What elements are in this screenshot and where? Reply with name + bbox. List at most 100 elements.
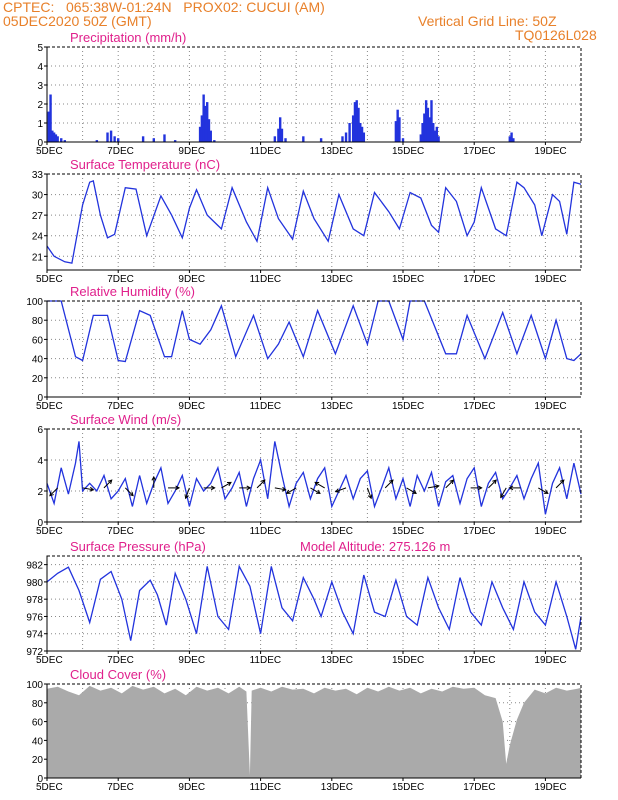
x-tick-label: 5DEC	[36, 655, 63, 666]
plot-frame	[46, 428, 582, 523]
precip-bar	[348, 123, 351, 142]
precip-bar	[273, 136, 277, 142]
chart-title: Surface Wind (m/s)	[70, 412, 181, 427]
x-tick-label: 13DEC	[321, 655, 353, 666]
x-tick-label: 13DEC	[321, 146, 353, 157]
precip-bar	[419, 134, 422, 142]
y-tick-label: 24	[32, 232, 44, 243]
y-tick-label: 2	[37, 100, 43, 111]
x-tick-label: 7DEC	[107, 274, 134, 285]
precip-bar	[280, 128, 284, 142]
x-tick-label: 17DEC	[463, 146, 495, 157]
wind-arrow	[555, 479, 565, 489]
x-tick-label: 11DEC	[250, 274, 282, 285]
precip-bar	[95, 140, 99, 142]
x-tick-label: 15DEC	[392, 146, 424, 157]
y-tick-label: 30	[32, 191, 44, 202]
x-tick-label: 5DEC	[36, 782, 63, 793]
precip-bar	[435, 126, 439, 142]
precip-bar	[319, 138, 323, 142]
precip-bar	[200, 115, 204, 142]
precip-bar	[277, 128, 280, 142]
precip-bar	[52, 132, 56, 142]
x-tick-label: 7DEC	[107, 401, 134, 412]
precip-bar	[510, 132, 513, 142]
x-tick-label: 11DEC	[250, 146, 282, 157]
y-tick-label: 0	[37, 518, 43, 529]
precip-bar	[173, 140, 177, 142]
series-line	[46, 180, 582, 264]
wind-arrow	[221, 481, 232, 489]
header-right-line1: Vertical Grid Line: 50Z	[418, 13, 557, 29]
header-left-line2: 05DEC2020 50Z (GMT)	[3, 13, 152, 29]
series-line	[47, 300, 582, 363]
y-tick-label: 0	[37, 774, 43, 785]
precip-bar	[428, 117, 431, 142]
precip-bar	[63, 140, 66, 142]
wind-arrow	[310, 487, 321, 494]
wind-arrow	[427, 484, 440, 489]
wind-arrow	[49, 487, 59, 497]
x-tick-label: 5DEC	[36, 146, 63, 157]
precip-bar	[360, 126, 364, 142]
precip-bar	[198, 126, 202, 142]
y-tick-label: 4	[37, 456, 43, 467]
y-tick-label: 40	[32, 736, 44, 747]
precip-bar	[113, 136, 116, 142]
x-tick-label: 13DEC	[321, 782, 353, 793]
x-tick-label: 15DEC	[392, 274, 424, 285]
precip-bar	[106, 132, 109, 142]
precip-bar	[351, 115, 355, 142]
wind-arrow	[168, 485, 181, 491]
x-tick-label: 17DEC	[463, 526, 495, 537]
y-tick-label: 976	[26, 612, 43, 623]
chart-title: Cloud Cover (%)	[70, 667, 166, 682]
y-tick-label: 80	[32, 699, 44, 710]
x-tick-label: 13DEC	[321, 274, 353, 285]
y-tick-label: 27	[32, 211, 44, 222]
cloud-area	[47, 685, 581, 778]
wind-arrow	[274, 486, 287, 492]
wind-arrow	[151, 475, 157, 488]
chart-title: Relative Humidity (%)	[70, 284, 195, 299]
y-tick-label: 1	[37, 119, 43, 130]
precip-bar	[204, 105, 207, 142]
precip-bar	[49, 94, 52, 142]
y-tick-label: 978	[26, 595, 43, 606]
precip-bar	[56, 136, 59, 142]
y-tick-label: 20	[32, 755, 44, 766]
y-tick-label: 974	[26, 630, 43, 641]
precip-bar	[512, 138, 515, 142]
precip-bar	[209, 130, 212, 142]
precip-bar	[152, 138, 155, 142]
y-tick-label: 6	[37, 425, 43, 436]
wind-arrow	[470, 485, 483, 491]
y-tick-label: 100	[26, 680, 43, 691]
chart-title: Surface Temperature (nC)	[70, 157, 220, 172]
wind-arrow	[124, 487, 134, 497]
precip-bar	[109, 130, 113, 142]
x-tick-label: 9DEC	[178, 274, 205, 285]
precip-bar	[357, 107, 360, 142]
series-line	[46, 441, 582, 515]
x-tick-label: 9DEC	[178, 782, 205, 793]
x-tick-label: 17DEC	[463, 401, 495, 412]
precip-bar	[359, 123, 362, 142]
precip-bar	[51, 130, 54, 142]
wind-arrow	[239, 485, 252, 491]
y-tick-label: 0	[37, 138, 43, 149]
wind-arrow	[538, 487, 549, 494]
x-tick-label: 9DEC	[178, 401, 205, 412]
x-tick-label: 11DEC	[250, 526, 282, 537]
x-tick-label: 11DEC	[250, 782, 282, 793]
wind-arrow	[314, 481, 325, 489]
x-tick-label: 9DEC	[178, 146, 205, 157]
x-tick-label: 7DEC	[107, 782, 134, 793]
x-tick-label: 15DEC	[392, 655, 424, 666]
wind-arrow	[406, 487, 417, 494]
wind-arrow	[508, 485, 521, 491]
x-tick-label: 15DEC	[392, 526, 424, 537]
series-line	[46, 564, 582, 650]
y-tick-label: 40	[32, 355, 44, 366]
y-tick-label: 100	[26, 297, 43, 308]
